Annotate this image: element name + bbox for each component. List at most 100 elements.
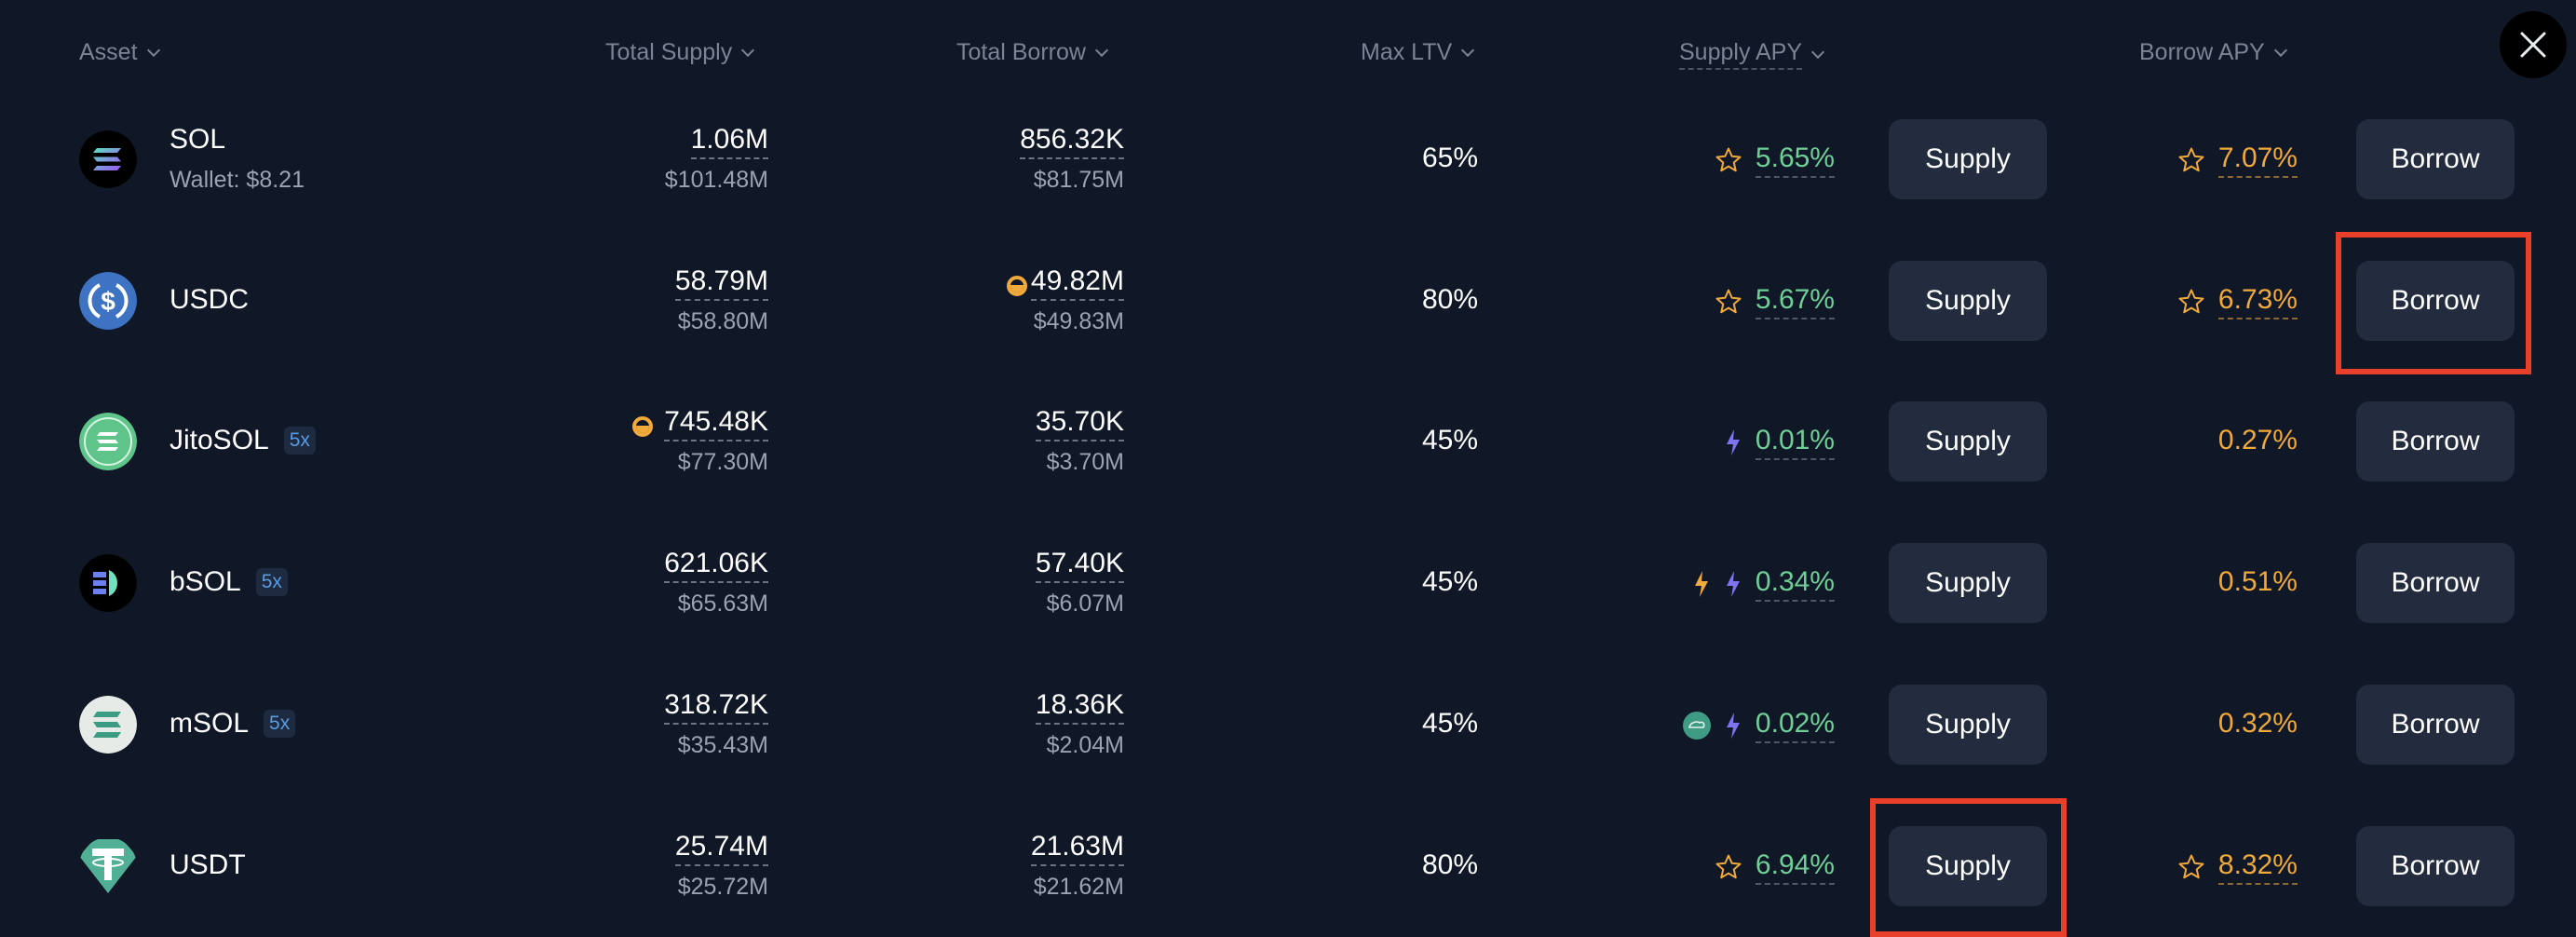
chevron-down-icon: [741, 43, 755, 57]
column-header-total-supply-label: Total Supply: [605, 39, 733, 65]
borrow-apy-value[interactable]: 0.27%: [2217, 425, 2298, 455]
max-ltv: 65%: [1421, 143, 1478, 173]
total-supply-amount[interactable]: 1.06M: [690, 124, 768, 159]
borrow-apy-value[interactable]: 6.73%: [2217, 284, 2298, 319]
asset-name: USDT: [169, 849, 246, 880]
supply-button[interactable]: Supply: [1889, 543, 2047, 623]
borrow-apy-value[interactable]: 0.51%: [2217, 566, 2298, 597]
total-borrow-cell: 18.36K $2.04M: [1035, 689, 1124, 759]
star-icon: [2177, 853, 2205, 881]
supply-button[interactable]: Supply: [1889, 119, 2047, 199]
total-supply-amount[interactable]: 621.06K: [664, 548, 768, 583]
asset-name: JitoSOL: [169, 425, 269, 455]
total-supply-cell: 58.79M $58.80M: [674, 265, 768, 335]
borrow-button[interactable]: Borrow: [2356, 685, 2515, 765]
total-borrow-amount[interactable]: 21.63M: [1030, 831, 1124, 866]
lightning-purple-icon: [1724, 570, 1742, 598]
total-supply-amount[interactable]: 318.72K: [664, 689, 768, 725]
asset-name-cell[interactable]: mSOL 5x: [169, 708, 296, 740]
total-borrow-amount[interactable]: 35.70K: [1035, 406, 1124, 441]
max-ltv: 45%: [1421, 425, 1478, 455]
chevron-down-icon: [1461, 43, 1475, 57]
borrow-apy-value[interactable]: 7.07%: [2217, 143, 2298, 178]
supply-apy-value[interactable]: 0.01%: [1755, 425, 1835, 460]
total-supply-cell: 318.72K $35.43M: [664, 689, 768, 759]
column-header-max-ltv-label: Max LTV: [1361, 39, 1453, 65]
column-header-borrow-apy[interactable]: Borrow APY: [2139, 39, 2287, 66]
asset-name-cell[interactable]: USDT: [169, 849, 246, 881]
column-header-total-supply[interactable]: Total Supply: [605, 39, 755, 66]
asset-name: mSOL: [169, 708, 250, 739]
star-icon: [1715, 853, 1742, 881]
total-supply-amount[interactable]: 58.79M: [674, 265, 768, 301]
total-borrow-usd: $81.75M: [1033, 167, 1124, 193]
chevron-down-icon: [146, 43, 160, 57]
total-borrow-usd: $3.70M: [1046, 449, 1124, 475]
leverage-badge: 5x: [283, 427, 316, 455]
msol-icon: [79, 696, 137, 754]
total-supply-usd: $58.80M: [677, 308, 768, 334]
column-header-asset-label: Asset: [79, 39, 138, 65]
chevron-down-icon: [1810, 45, 1825, 59]
total-borrow-usd: $21.62M: [1033, 874, 1124, 900]
asset-name-cell[interactable]: JitoSOL 5x: [169, 425, 316, 456]
asset-name-cell[interactable]: USDC: [169, 284, 249, 316]
column-header-supply-apy-label: Supply APY: [1679, 39, 1803, 70]
total-borrow-usd: $49.83M: [1033, 308, 1124, 334]
column-header-total-borrow-label: Total Borrow: [956, 39, 1086, 65]
total-supply-usd: $101.48M: [664, 167, 768, 193]
total-supply-amount[interactable]: 745.48K: [664, 406, 768, 441]
total-borrow-amount[interactable]: 49.82M: [1030, 265, 1124, 301]
table-row: mSOL 5x 318.72K $35.43M 18.36K $2.04M 45…: [0, 654, 2576, 795]
borrow-apy-value[interactable]: 0.32%: [2217, 708, 2298, 739]
borrow-button[interactable]: Borrow: [2356, 401, 2515, 482]
supply-button[interactable]: Supply: [1889, 685, 2047, 765]
star-icon: [2177, 288, 2205, 316]
asset-name: bSOL: [169, 566, 241, 597]
marinade-reward-icon: [1682, 712, 1711, 740]
close-button[interactable]: [2500, 11, 2567, 78]
borrow-apy-cell: 8.32%: [2177, 849, 2298, 885]
chevron-down-icon: [2273, 43, 2287, 57]
total-borrow-usd: $2.04M: [1046, 732, 1124, 758]
borrow-apy-value[interactable]: 8.32%: [2217, 849, 2298, 885]
borrow-apy-cell: 7.07%: [2177, 143, 2298, 178]
supply-button[interactable]: Supply: [1889, 401, 2047, 482]
total-borrow-amount[interactable]: 18.36K: [1035, 689, 1124, 725]
borrow-button[interactable]: Borrow: [2356, 826, 2515, 906]
leverage-badge: 5x: [264, 710, 296, 738]
table-row: USDT 25.74M $25.72M 21.63M $21.62M 80% 6…: [0, 795, 2576, 937]
column-header-supply-apy[interactable]: Supply APY: [1679, 39, 1825, 70]
borrow-button[interactable]: Borrow: [2356, 261, 2515, 341]
supply-apy-value[interactable]: 5.65%: [1755, 143, 1835, 178]
total-borrow-amount[interactable]: 856.32K: [1020, 124, 1124, 159]
column-header-max-ltv[interactable]: Max LTV: [1361, 39, 1475, 66]
total-borrow-cell: 856.32K $81.75M: [1020, 124, 1124, 194]
supply-button[interactable]: Supply: [1889, 826, 2047, 906]
max-ltv: 45%: [1421, 708, 1478, 739]
borrow-button[interactable]: Borrow: [2356, 543, 2515, 623]
total-supply-cell: 745.48K $77.30M: [632, 406, 768, 476]
supply-apy-value[interactable]: 0.34%: [1755, 566, 1835, 602]
total-borrow-amount[interactable]: 57.40K: [1035, 548, 1124, 583]
supply-button[interactable]: Supply: [1889, 261, 2047, 341]
total-borrow-cell: 35.70K $3.70M: [1035, 406, 1124, 476]
supply-apy-value[interactable]: 5.67%: [1755, 284, 1835, 319]
supply-apy-value[interactable]: 0.02%: [1755, 708, 1835, 743]
total-supply-cell: 621.06K $65.63M: [664, 548, 768, 618]
supply-apy-value[interactable]: 6.94%: [1755, 849, 1835, 885]
borrow-apy-cell: 0.51%: [2218, 566, 2298, 598]
max-ltv: 45%: [1421, 566, 1478, 597]
column-header-total-borrow[interactable]: Total Borrow: [956, 39, 1109, 66]
asset-name-cell[interactable]: bSOL 5x: [169, 566, 288, 598]
star-icon: [2177, 146, 2205, 174]
asset-name-cell[interactable]: SOL: [169, 124, 225, 156]
column-header-asset[interactable]: Asset: [79, 39, 160, 66]
borrow-button[interactable]: Borrow: [2356, 119, 2515, 199]
chevron-down-icon: [1094, 43, 1109, 57]
total-supply-amount[interactable]: 25.74M: [674, 831, 768, 866]
usdt-icon: [79, 837, 137, 895]
svg-text:$: $: [101, 287, 115, 316]
total-supply-cell: 1.06M $101.48M: [665, 124, 768, 194]
max-ltv: 80%: [1421, 849, 1478, 880]
